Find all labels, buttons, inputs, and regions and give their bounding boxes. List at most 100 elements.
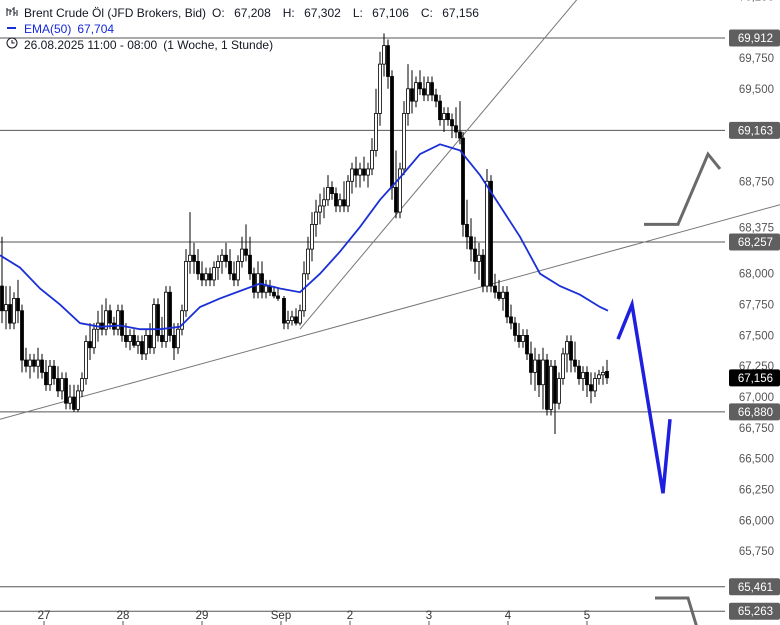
candle: [465, 199, 469, 250]
candle-body: [252, 273, 256, 293]
candle: [232, 261, 236, 287]
candle-body: [224, 254, 228, 262]
candle: [160, 316, 164, 348]
price-labels: 69,912 69,163 68,257 66,880 65,461 65,263 67,1…: [729, 29, 780, 620]
low-value: L: 67,106: [352, 6, 409, 20]
candle: [561, 347, 565, 385]
candle: [48, 360, 52, 391]
candle-body: [557, 378, 561, 404]
candle-body: [282, 298, 286, 324]
candle: [438, 94, 442, 126]
level-price-label-bg: [729, 403, 780, 421]
candle: [469, 218, 473, 262]
candle: [276, 288, 280, 301]
bar-chart-icon[interactable]: [6, 5, 18, 21]
y-tick-label: 66,750: [739, 423, 774, 435]
x-tick-label: 28: [117, 610, 130, 622]
candle-body: [60, 378, 64, 392]
candle-body: [80, 378, 84, 392]
candle: [68, 384, 72, 410]
candle-body: [537, 359, 541, 386]
candle: [256, 261, 260, 299]
y-tick-label: 67,750: [739, 300, 774, 312]
candle: [505, 286, 509, 324]
candle: [481, 249, 485, 293]
level-price-label: 68,257: [738, 237, 773, 249]
candle-body: [545, 359, 549, 410]
horizontal-levels: [0, 37, 725, 612]
candle-body: [322, 199, 326, 207]
ema-label[interactable]: EMA(50): [24, 22, 72, 36]
candle: [132, 329, 136, 348]
candle-body: [36, 359, 40, 367]
candle: [601, 366, 605, 385]
candle-body: [338, 199, 342, 207]
candle-body: [517, 334, 521, 342]
candle: [402, 101, 406, 176]
candle: [240, 236, 244, 268]
candle: [501, 286, 505, 311]
candle-body: [84, 341, 88, 379]
candle-body: [216, 261, 220, 268]
trend-lines: [0, 0, 780, 420]
candle-body: [264, 285, 268, 293]
x-axis-ticks: 27 28 29 Sep 2 3 4 5: [38, 610, 590, 625]
candle: [410, 70, 414, 114]
candle-body: [232, 273, 236, 281]
candle-body: [350, 168, 354, 182]
ema-value: 67,704: [77, 22, 115, 36]
candle-body: [56, 378, 60, 392]
candle: [517, 323, 521, 348]
candle-body: [477, 254, 481, 262]
candle-body: [72, 396, 76, 410]
candle: [418, 70, 422, 95]
candle: [354, 156, 358, 188]
candle-body: [346, 180, 350, 207]
candle-body: [485, 180, 489, 287]
candle-body: [394, 187, 398, 213]
level-price-label-bg: [729, 233, 780, 251]
candle: [489, 175, 493, 293]
candle: [60, 372, 64, 400]
candle: [446, 107, 450, 126]
candle: [172, 323, 176, 361]
candle-body: [529, 353, 533, 373]
y-tick-label: 66,250: [739, 485, 774, 497]
candle-body: [176, 328, 180, 349]
candle-body: [354, 168, 358, 176]
candle: [406, 64, 410, 126]
forecast-gray-up-path: [644, 151, 722, 226]
candle: [148, 323, 152, 354]
candle: [334, 187, 338, 213]
candle-body: [481, 254, 485, 287]
candle-body: [509, 316, 513, 324]
candle: [577, 360, 581, 385]
y-tick-label: 66,000: [739, 515, 774, 527]
candle-body: [76, 390, 80, 410]
candle: [140, 335, 144, 361]
candle: [545, 353, 549, 416]
candle: [569, 335, 573, 373]
candle-body: [489, 180, 493, 287]
candle-body: [569, 341, 573, 361]
candle: [533, 347, 537, 391]
candle: [16, 279, 20, 324]
candle-body: [378, 63, 382, 114]
candle: [485, 168, 489, 293]
candle-body: [581, 371, 585, 379]
candle-body: [497, 291, 501, 299]
level-price-label-bg: [729, 602, 780, 620]
level-price-label-bg: [729, 121, 780, 139]
y-tick-label: 67,000: [739, 392, 774, 404]
candle-body: [4, 304, 8, 312]
candle: [322, 187, 326, 219]
ema-swatch-icon: [6, 21, 18, 37]
candle-body: [302, 273, 306, 312]
candle-body: [565, 341, 569, 355]
legend-symbol-row: Brent Crude Öl (JFD Brokers, Bid) O: 67,…: [6, 5, 491, 21]
candle-body: [426, 82, 430, 96]
candle-body: [541, 359, 545, 386]
candle-body: [228, 261, 232, 275]
candle-body: [152, 304, 156, 349]
